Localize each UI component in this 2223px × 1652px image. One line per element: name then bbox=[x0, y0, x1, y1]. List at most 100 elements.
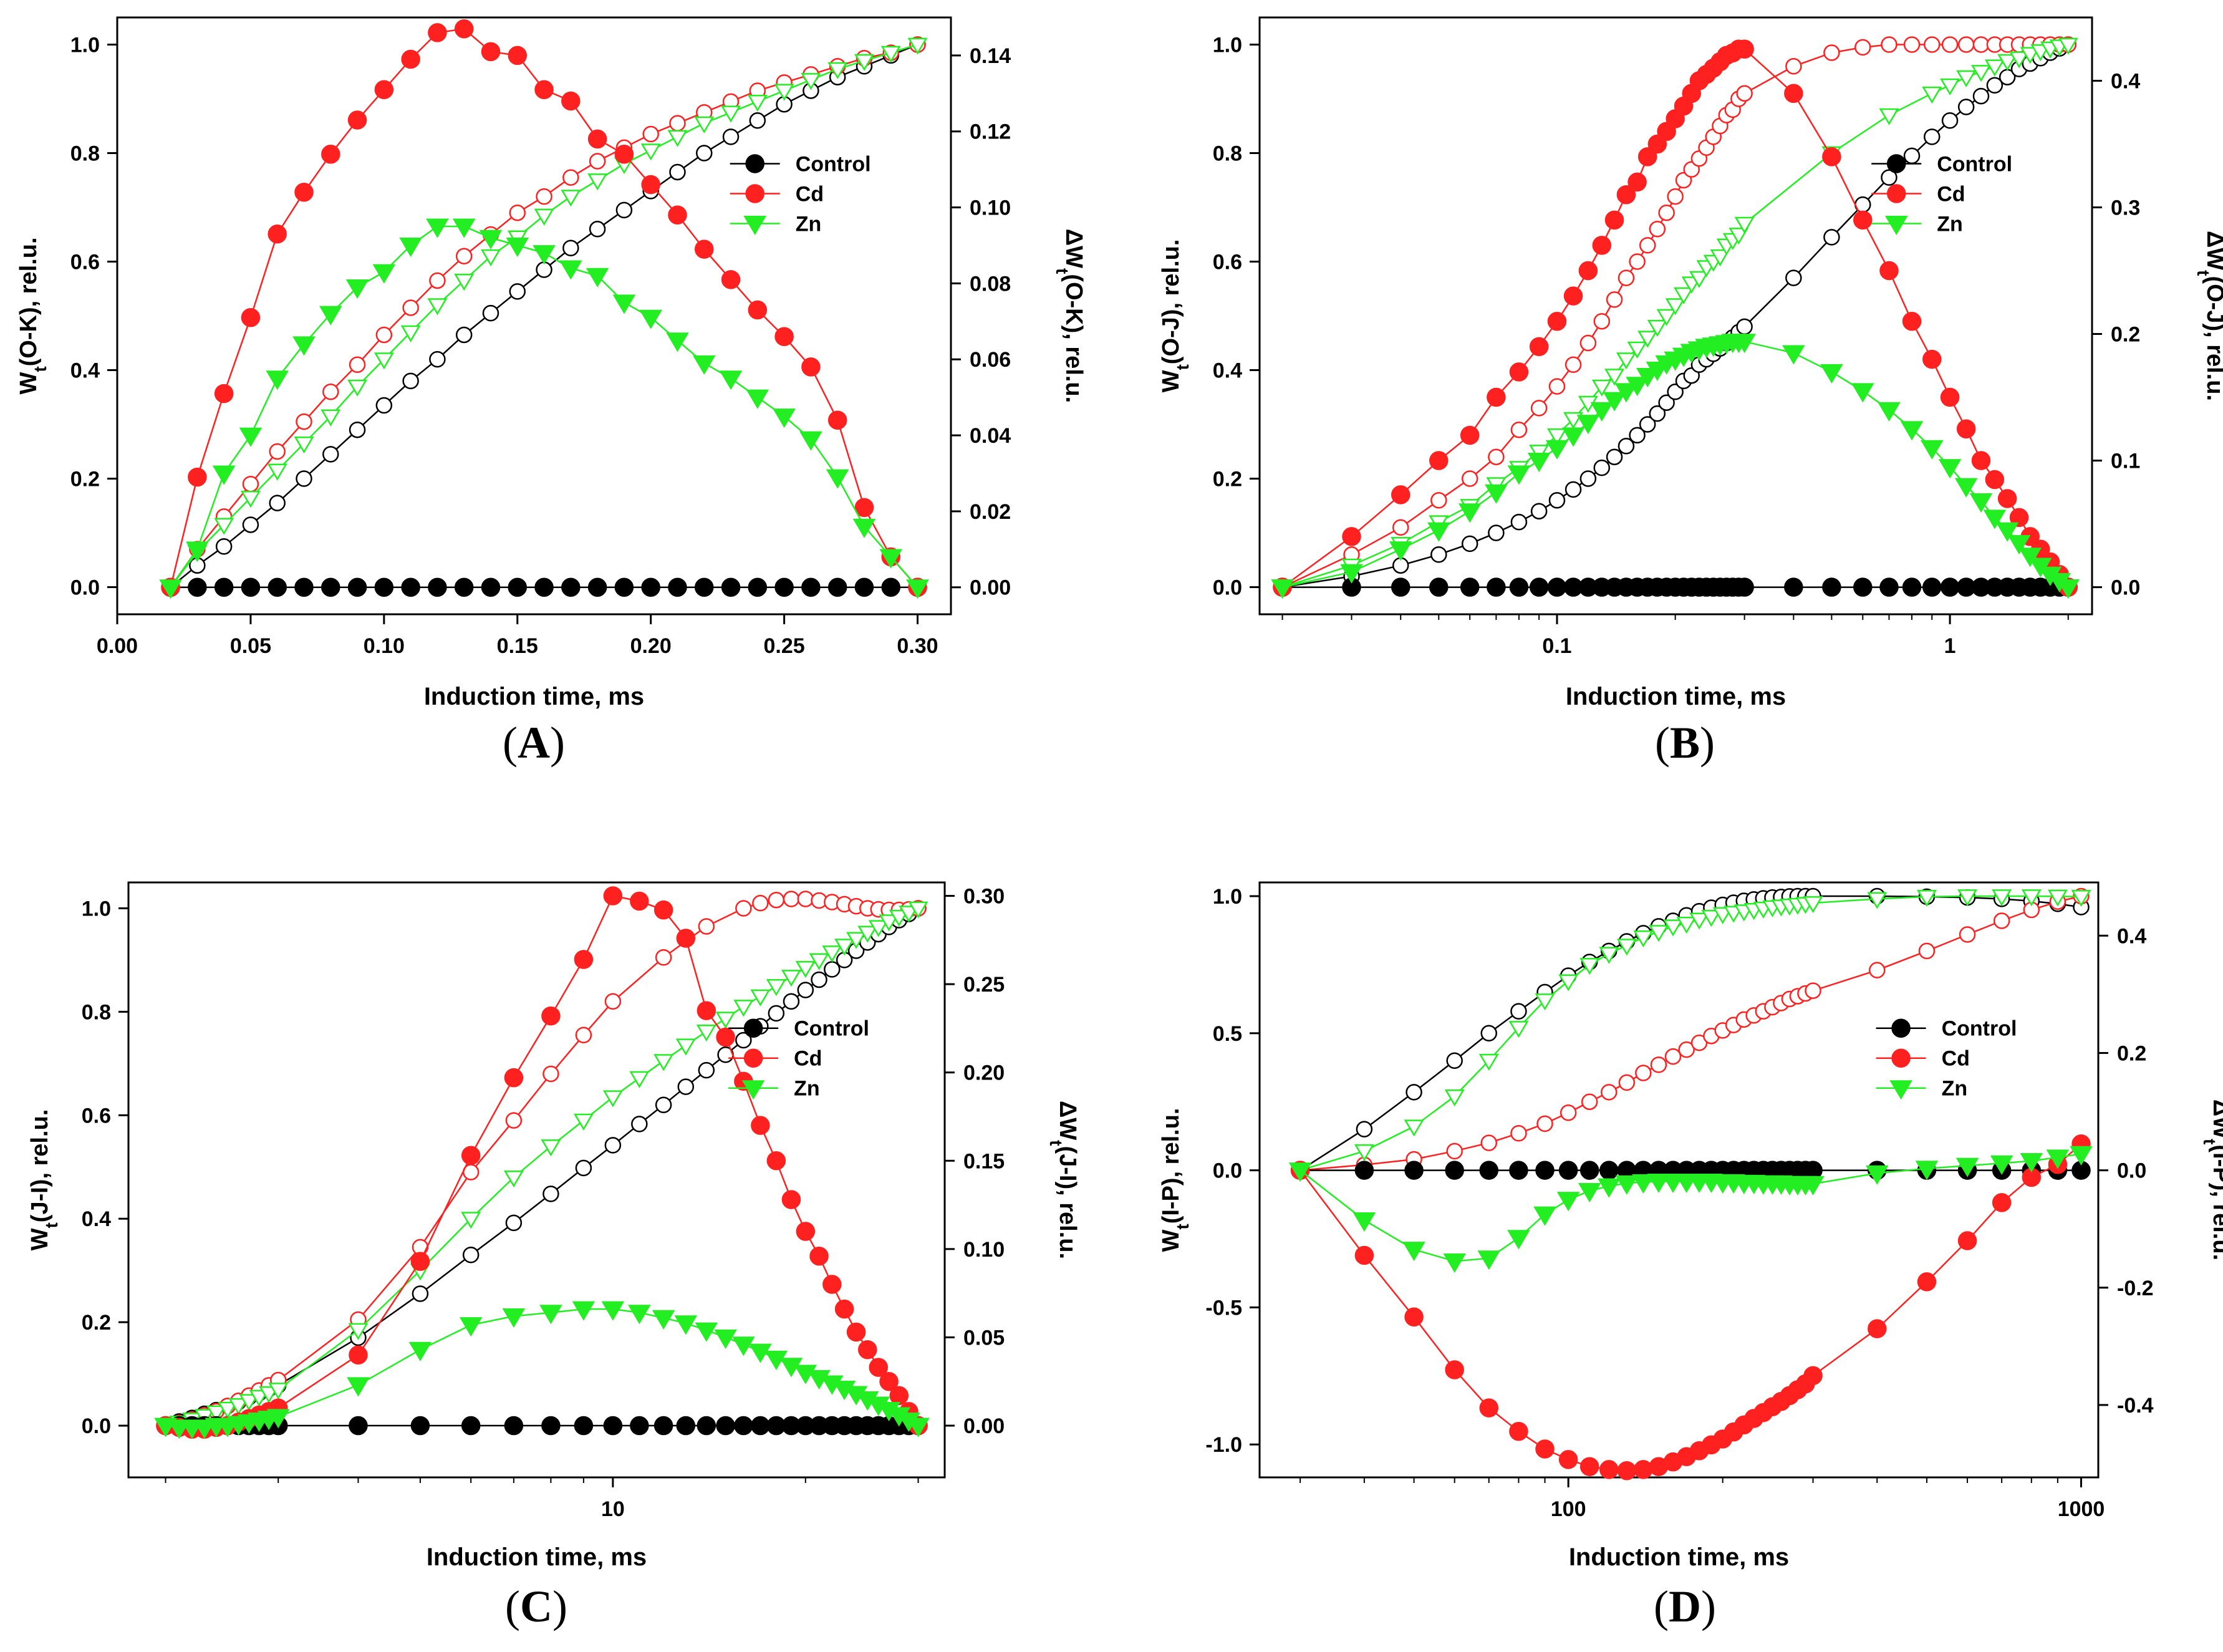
wt-point-control bbox=[1565, 481, 1582, 498]
delta-wt-point-cd bbox=[541, 1006, 561, 1026]
wt-point-zn bbox=[347, 379, 368, 397]
delta-wt-point-control bbox=[410, 1416, 430, 1436]
delta-wt-point-zn bbox=[1632, 1174, 1655, 1194]
wt-point-zn bbox=[374, 352, 394, 370]
legend-label-cd: Cd bbox=[794, 1047, 822, 1071]
wt-point-control bbox=[296, 470, 312, 487]
delta-wt-point-control bbox=[1735, 577, 1754, 597]
delta-wt-point-control bbox=[541, 1416, 561, 1436]
delta-wt-point-cd bbox=[1617, 1461, 1637, 1481]
legend: Control Cd Zn bbox=[730, 152, 871, 236]
legend-label-cd: Cd bbox=[1942, 1047, 1970, 1071]
legend-marker-control bbox=[743, 1018, 763, 1038]
wt-point-cd bbox=[1639, 237, 1656, 254]
delta-wt-point-cd bbox=[774, 327, 794, 346]
delta-wt-point-zn bbox=[1801, 1176, 1825, 1196]
wt-point-zn bbox=[834, 939, 855, 956]
delta-wt-point-cd bbox=[508, 46, 528, 65]
delta-wt-point-control bbox=[574, 1416, 594, 1436]
delta-wt-point-zn bbox=[652, 1310, 675, 1330]
delta-wt-point-zn bbox=[1576, 415, 1600, 435]
delta-wt-point-zn bbox=[586, 268, 609, 287]
wt-point-zn bbox=[1916, 889, 1937, 907]
delta-wt-point-cd bbox=[294, 182, 314, 202]
delta-wt-point-cd bbox=[697, 1001, 716, 1020]
wt-point-cd bbox=[1957, 36, 1975, 53]
wt-point-control bbox=[1736, 318, 1753, 336]
delta-wt-point-control bbox=[774, 577, 794, 597]
delta-wt-point-cd bbox=[1957, 1231, 1977, 1250]
legend-label-control: Control bbox=[1937, 152, 2012, 176]
delta-wt-point-zn bbox=[639, 309, 662, 329]
delta-wt-point-zn bbox=[666, 332, 689, 352]
legend-label-cd: Cd bbox=[796, 182, 824, 206]
delta-wt-point-cd bbox=[321, 145, 340, 164]
delta-wt-point-cd bbox=[668, 205, 687, 225]
delta-wt-point-cd bbox=[1579, 1457, 1599, 1476]
wt-series-zn bbox=[1290, 889, 2091, 1181]
y-right-axis-label: ΔWt(J-I), rel.u. bbox=[1047, 1101, 1081, 1259]
wt-point-control bbox=[1461, 535, 1478, 553]
x-tick-label: 1000 bbox=[2058, 1497, 2105, 1521]
y-left-tick-label: 0.4 bbox=[1213, 359, 1242, 383]
delta-wt-point-control bbox=[641, 577, 660, 597]
x-tick-label: 10 bbox=[601, 1497, 625, 1521]
delta-wt-point-zn bbox=[719, 370, 743, 390]
delta-wt-point-control bbox=[561, 577, 581, 597]
delta-wt-point-cd bbox=[188, 467, 207, 487]
wt-point-cd bbox=[1941, 36, 1959, 53]
wt-point-zn bbox=[480, 249, 501, 267]
delta-wt-point-control bbox=[1445, 1161, 1464, 1180]
wt-point-control bbox=[1957, 99, 1975, 115]
delta-wt-point-cd bbox=[461, 1146, 481, 1166]
legend: Control Cd Zn bbox=[1871, 152, 2012, 236]
wt-point-zn bbox=[880, 46, 901, 63]
delta-wt-point-cd bbox=[694, 239, 714, 259]
wt-point-zn bbox=[1637, 331, 1658, 348]
delta-wt-point-control bbox=[1558, 1161, 1578, 1180]
delta-wt-point-cd bbox=[869, 1358, 888, 1377]
legend-label-cd: Cd bbox=[1937, 182, 1965, 206]
delta-wt-point-zn bbox=[1955, 1157, 1979, 1177]
delta-wt-point-zn bbox=[746, 389, 769, 409]
wt-point-zn bbox=[1599, 947, 1619, 964]
wt-point-control bbox=[542, 1186, 559, 1202]
delta-wt-point-zn bbox=[628, 1305, 651, 1325]
delta-wt-point-control bbox=[349, 1416, 368, 1436]
delta-wt-point-cd bbox=[1429, 451, 1449, 470]
y-left-tick-label: -1.0 bbox=[1205, 1433, 1242, 1457]
x-tick-label: 100 bbox=[1551, 1497, 1586, 1521]
wt-point-zn bbox=[774, 84, 794, 101]
delta-wt-point-cd bbox=[1627, 172, 1647, 192]
wt-point-cd bbox=[322, 384, 339, 400]
y-left-tick-label: 0.6 bbox=[1213, 251, 1242, 274]
wt-point-control bbox=[1629, 427, 1646, 444]
wt-point-zn bbox=[1689, 271, 1709, 288]
legend-marker-control bbox=[745, 154, 764, 173]
x-tick-label: 0.30 bbox=[897, 634, 938, 658]
delta-wt-point-zn bbox=[1626, 377, 1649, 397]
delta-wt-point-cd bbox=[1879, 261, 1899, 281]
delta-wt-point-cd bbox=[1637, 147, 1657, 167]
wt-point-cd bbox=[536, 188, 552, 205]
delta-wt-point-cd bbox=[653, 900, 673, 920]
delta-wt-point-cd bbox=[1599, 1460, 1619, 1479]
delta-wt-point-control bbox=[1509, 1161, 1528, 1180]
y-right-tick-label: 0.15 bbox=[963, 1149, 1005, 1173]
delta-wt-point-zn bbox=[539, 1305, 562, 1325]
wt-point-cd bbox=[1972, 36, 1990, 53]
wt-point-zn bbox=[268, 1383, 289, 1400]
delta-wt-point-zn bbox=[2020, 1153, 2043, 1173]
wt-point-control bbox=[1618, 438, 1635, 455]
wt-point-cd bbox=[1593, 312, 1611, 330]
wt-point-control bbox=[1941, 112, 1959, 129]
wt-point-control bbox=[1658, 394, 1675, 411]
legend-marker-zn bbox=[1889, 1080, 1912, 1100]
wt-point-zn bbox=[1604, 369, 1625, 386]
chart-panel-D: 100 1000 -1.0 -0.5 0.0 0.5 1.0 -0.4 -0.2 0.0 0.2 0.… bbox=[1158, 881, 2223, 1571]
chart-panel-C: 10 0.0 0.2 0.4 0.6 0.8 1.0 0.00 0.05 0.10 0.15 0.20… bbox=[27, 881, 1081, 1571]
delta-wt-point-zn bbox=[1954, 478, 1978, 498]
delta-wt-point-zn bbox=[1545, 440, 1569, 460]
delta-wt-point-cd bbox=[1391, 485, 1410, 505]
y-left-tick-label: 0.0 bbox=[1213, 1159, 1242, 1183]
